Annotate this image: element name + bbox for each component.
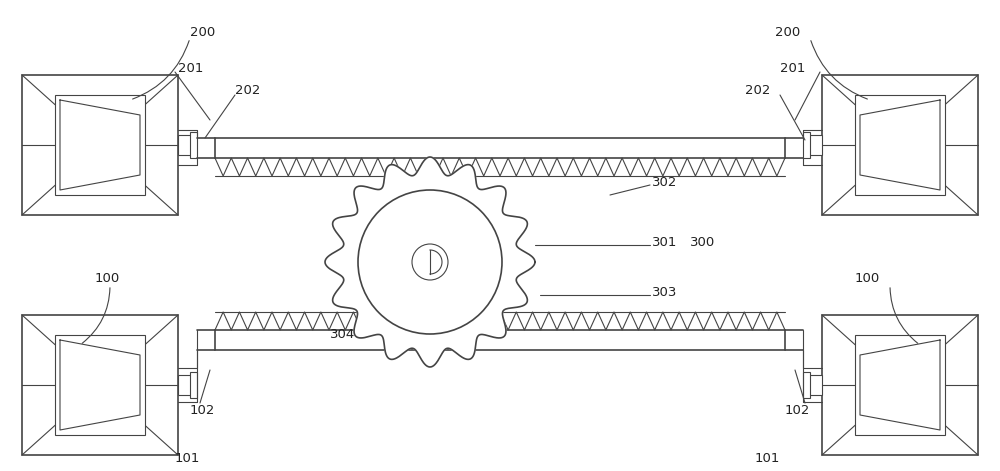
Text: 202: 202 xyxy=(235,83,260,97)
Bar xyxy=(855,335,945,435)
Bar xyxy=(822,75,978,215)
Text: 303: 303 xyxy=(652,286,677,300)
Text: 100: 100 xyxy=(855,271,880,284)
Text: 304: 304 xyxy=(330,328,355,341)
Bar xyxy=(178,375,195,395)
Bar xyxy=(22,315,178,455)
Text: 302: 302 xyxy=(652,177,677,189)
Text: 201: 201 xyxy=(178,62,203,74)
Bar xyxy=(22,75,178,215)
Text: 300: 300 xyxy=(690,236,715,250)
Text: 102: 102 xyxy=(190,404,215,416)
Bar xyxy=(178,135,195,155)
Bar xyxy=(822,315,978,455)
Text: 102: 102 xyxy=(785,404,810,416)
Text: 101: 101 xyxy=(755,452,780,464)
Bar xyxy=(55,95,145,195)
Text: 202: 202 xyxy=(745,83,770,97)
Text: 200: 200 xyxy=(190,26,215,40)
Bar xyxy=(190,132,197,158)
Text: 201: 201 xyxy=(780,62,805,74)
Text: 101: 101 xyxy=(175,452,200,464)
Bar xyxy=(805,375,822,395)
Text: 100: 100 xyxy=(95,271,120,284)
Bar xyxy=(190,372,197,398)
Bar xyxy=(215,138,785,158)
Circle shape xyxy=(358,190,502,334)
Text: 200: 200 xyxy=(775,26,800,40)
Text: 301: 301 xyxy=(652,236,677,250)
Polygon shape xyxy=(325,157,535,367)
Bar xyxy=(55,335,145,435)
Circle shape xyxy=(412,244,448,280)
Bar xyxy=(215,330,785,350)
Bar xyxy=(855,95,945,195)
Bar xyxy=(805,135,822,155)
Bar xyxy=(803,132,810,158)
Bar xyxy=(803,372,810,398)
